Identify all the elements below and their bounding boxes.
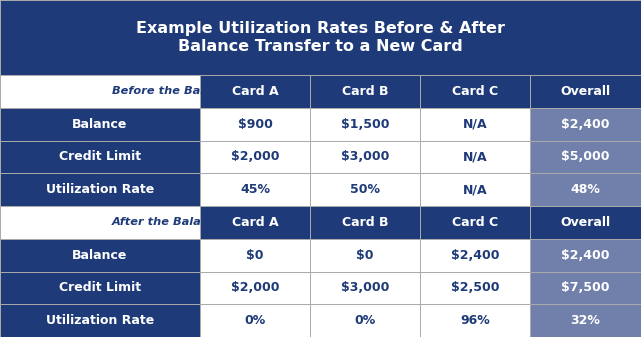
Text: $3,000: $3,000 bbox=[341, 150, 389, 163]
Text: 0%: 0% bbox=[354, 314, 376, 327]
Text: Credit Limit: Credit Limit bbox=[59, 281, 141, 295]
Bar bbox=[200, 206, 310, 239]
Bar bbox=[200, 75, 310, 108]
Bar bbox=[310, 206, 420, 239]
Text: Utilization Rate: Utilization Rate bbox=[46, 314, 154, 327]
Bar bbox=[200, 173, 310, 206]
Text: Credit Limit: Credit Limit bbox=[59, 150, 141, 163]
Text: $2,400: $2,400 bbox=[562, 249, 610, 262]
Bar bbox=[310, 304, 420, 337]
Bar bbox=[530, 272, 641, 304]
Text: Card C: Card C bbox=[452, 216, 498, 229]
Text: $2,400: $2,400 bbox=[451, 249, 499, 262]
Bar bbox=[420, 239, 530, 272]
Text: $5,000: $5,000 bbox=[562, 150, 610, 163]
Bar bbox=[310, 173, 420, 206]
Bar bbox=[0, 108, 200, 141]
Text: $3,000: $3,000 bbox=[341, 281, 389, 295]
Bar bbox=[0, 141, 200, 173]
Text: $1,500: $1,500 bbox=[341, 118, 389, 131]
Text: Utilization Rate: Utilization Rate bbox=[46, 183, 154, 196]
Bar bbox=[310, 108, 420, 141]
Bar bbox=[0, 272, 200, 304]
Text: $0: $0 bbox=[246, 249, 263, 262]
Text: N/A: N/A bbox=[463, 183, 487, 196]
Bar bbox=[530, 141, 641, 173]
Text: Overall: Overall bbox=[560, 216, 611, 229]
Bar bbox=[200, 141, 310, 173]
Bar bbox=[420, 108, 530, 141]
Bar bbox=[0, 75, 200, 108]
Text: Card A: Card A bbox=[231, 216, 278, 229]
Bar bbox=[530, 75, 641, 108]
Text: 32%: 32% bbox=[570, 314, 601, 327]
Bar bbox=[200, 108, 310, 141]
Bar bbox=[310, 272, 420, 304]
Bar bbox=[200, 239, 310, 272]
Bar bbox=[420, 272, 530, 304]
Text: Card B: Card B bbox=[342, 216, 388, 229]
Text: Balance: Balance bbox=[72, 249, 128, 262]
Text: 45%: 45% bbox=[240, 183, 270, 196]
Text: 48%: 48% bbox=[570, 183, 601, 196]
Text: N/A: N/A bbox=[463, 118, 487, 131]
Text: 50%: 50% bbox=[350, 183, 380, 196]
Bar bbox=[0, 173, 200, 206]
Text: Example Utilization Rates Before & After
Balance Transfer to a New Card: Example Utilization Rates Before & After… bbox=[136, 21, 505, 54]
Text: $2,000: $2,000 bbox=[231, 281, 279, 295]
Bar bbox=[0, 206, 200, 239]
Bar bbox=[420, 304, 530, 337]
Text: Before the Balance Transfer: Before the Balance Transfer bbox=[112, 86, 292, 96]
Bar bbox=[420, 75, 530, 108]
Text: $900: $900 bbox=[238, 118, 272, 131]
Text: $2,400: $2,400 bbox=[562, 118, 610, 131]
Bar bbox=[0, 304, 200, 337]
Text: $2,500: $2,500 bbox=[451, 281, 499, 295]
Text: 0%: 0% bbox=[244, 314, 265, 327]
Text: Card C: Card C bbox=[452, 85, 498, 98]
Bar bbox=[420, 173, 530, 206]
Text: Overall: Overall bbox=[560, 85, 611, 98]
Text: $7,500: $7,500 bbox=[562, 281, 610, 295]
Text: $0: $0 bbox=[356, 249, 374, 262]
Bar bbox=[530, 108, 641, 141]
Bar bbox=[530, 304, 641, 337]
Bar bbox=[310, 239, 420, 272]
Text: $2,000: $2,000 bbox=[231, 150, 279, 163]
Text: After the Balance Transfer: After the Balance Transfer bbox=[112, 217, 281, 227]
Text: N/A: N/A bbox=[463, 150, 487, 163]
Bar bbox=[0, 0, 641, 75]
Text: 96%: 96% bbox=[460, 314, 490, 327]
Bar bbox=[530, 173, 641, 206]
Bar bbox=[310, 141, 420, 173]
Bar bbox=[530, 239, 641, 272]
Bar bbox=[200, 272, 310, 304]
Text: Balance: Balance bbox=[72, 118, 128, 131]
Text: Card B: Card B bbox=[342, 85, 388, 98]
Bar bbox=[310, 75, 420, 108]
Text: Card A: Card A bbox=[231, 85, 278, 98]
Bar bbox=[420, 141, 530, 173]
Bar bbox=[420, 206, 530, 239]
Bar bbox=[530, 206, 641, 239]
Bar bbox=[0, 239, 200, 272]
Bar bbox=[200, 304, 310, 337]
